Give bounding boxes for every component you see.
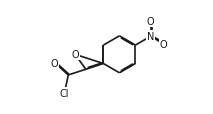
Text: Cl: Cl (60, 88, 69, 98)
Text: O: O (160, 40, 168, 49)
Text: O: O (147, 17, 154, 27)
Text: O: O (51, 58, 58, 68)
Text: N: N (147, 32, 154, 42)
Text: O: O (71, 50, 79, 60)
